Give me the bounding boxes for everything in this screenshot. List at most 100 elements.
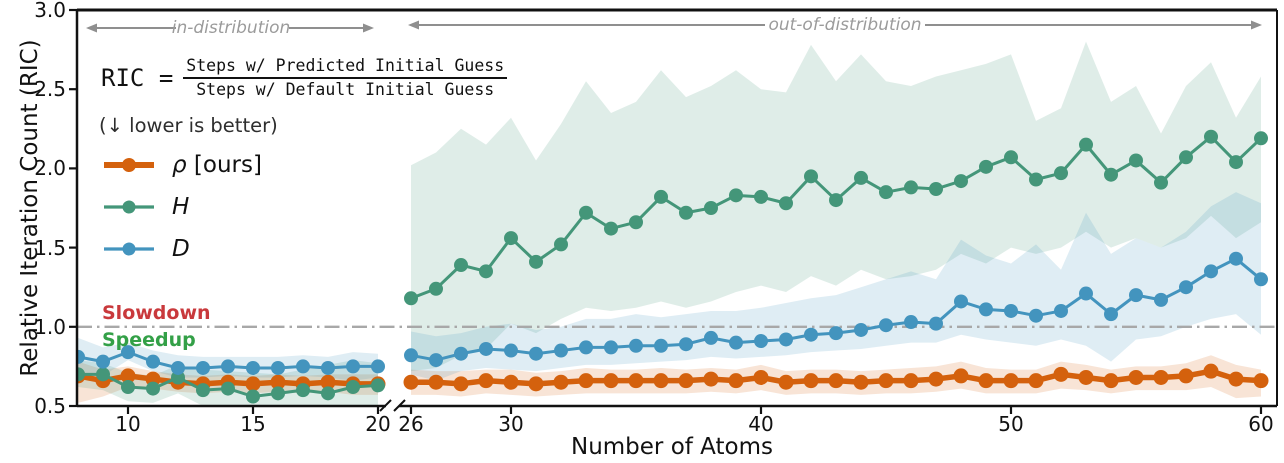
- y-tick-label: 2.0: [34, 156, 66, 181]
- H-point: [371, 378, 385, 393]
- distribution-arrows: [86, 20, 1262, 33]
- D-point: [954, 294, 968, 309]
- rho-point: [428, 374, 444, 390]
- D-point: [1254, 272, 1268, 287]
- H-point: [454, 258, 468, 273]
- H-point: [1004, 150, 1018, 165]
- D-point: [1104, 307, 1118, 322]
- legend-label-d: D: [172, 236, 190, 262]
- D-point: [829, 326, 843, 341]
- D-point: [754, 334, 768, 349]
- rho-point: [953, 368, 969, 384]
- H-point: [1154, 175, 1168, 190]
- D-point: [679, 337, 693, 352]
- rho-point: [1028, 373, 1044, 389]
- rho-point: [1103, 373, 1119, 389]
- rho-point: [878, 373, 894, 389]
- H-point: [929, 181, 943, 196]
- H-point: [296, 383, 310, 398]
- D-point: [196, 360, 210, 375]
- D-point: [271, 360, 285, 375]
- series-lines: [77, 129, 1269, 404]
- H-point: [954, 174, 968, 189]
- D-point: [654, 338, 668, 353]
- rho-point: [1003, 373, 1019, 389]
- D-point: [779, 332, 793, 347]
- H-point: [854, 170, 868, 185]
- rho-point: [903, 373, 919, 389]
- H-point: [1079, 137, 1093, 152]
- H-point: [654, 189, 668, 204]
- H-point: [96, 367, 110, 382]
- H-point: [904, 180, 918, 195]
- rho-point: [753, 369, 769, 385]
- rho-point: [703, 371, 719, 387]
- rho-point: [453, 376, 469, 392]
- rho-point: [578, 373, 594, 389]
- legend-item-h: H: [102, 192, 262, 222]
- axis-break-mark: [379, 399, 392, 412]
- formula-numerator: Steps w/ Predicted Initial Guess: [183, 56, 508, 80]
- legend-marker-h: [104, 200, 154, 214]
- speedup-label: Speedup: [102, 329, 196, 351]
- D-point: [879, 318, 893, 333]
- H-point: [1029, 172, 1043, 187]
- formula-fraction: Steps w/ Predicted Initial Guess Steps w…: [183, 56, 508, 100]
- H-point: [146, 381, 160, 396]
- rho-point: [1203, 363, 1219, 379]
- D-point: [77, 349, 85, 364]
- D-point: [1204, 264, 1218, 279]
- D-point: [246, 360, 260, 375]
- rho-point: [1128, 369, 1144, 385]
- x-tick-label: 50: [998, 412, 1024, 436]
- D-point: [804, 327, 818, 342]
- D-point: [1054, 303, 1068, 318]
- H-point: [479, 264, 493, 279]
- rho-point: [778, 374, 794, 390]
- x-tick-label: 10: [115, 412, 141, 436]
- legend-item-d: D: [102, 234, 262, 264]
- H-point: [754, 189, 768, 204]
- legend-marker-rho: [104, 158, 154, 172]
- y-tick-label: 3.0: [34, 0, 66, 22]
- rho-point: [403, 374, 419, 390]
- H-point: [554, 237, 568, 252]
- D-point: [171, 360, 185, 375]
- rho-point: [478, 373, 494, 389]
- y-tick-label: 1.0: [34, 314, 66, 339]
- rho-point: [603, 373, 619, 389]
- rho-point: [728, 373, 744, 389]
- rho-point: [1178, 368, 1194, 384]
- H-point: [1229, 155, 1243, 170]
- legend-label-rho: ρ [ours]: [172, 152, 262, 178]
- D-point: [321, 360, 335, 375]
- D-point: [146, 354, 160, 369]
- axes-spines: [75, 8, 1278, 412]
- D-point: [221, 359, 235, 374]
- H-point: [529, 254, 543, 269]
- rho-point: [678, 373, 694, 389]
- D-point: [1129, 288, 1143, 303]
- x-axis-label: Number of Atoms: [571, 434, 773, 460]
- D-point: [454, 346, 468, 361]
- rho-point: [528, 376, 544, 392]
- D-point: [1179, 280, 1193, 295]
- rho-point: [1253, 373, 1269, 389]
- H-point: [1054, 166, 1068, 181]
- y-tick-label: 2.5: [34, 77, 66, 102]
- D-point: [1004, 303, 1018, 318]
- rho-point: [1078, 369, 1094, 385]
- D-point: [121, 345, 135, 360]
- H-point: [221, 381, 235, 396]
- rho-point: [120, 368, 136, 384]
- legend: ρ [ours] H D: [102, 150, 262, 264]
- H-point: [704, 201, 718, 215]
- in-distribution-label: in-distribution: [171, 18, 291, 38]
- D-point: [1154, 292, 1168, 307]
- D-point: [371, 359, 385, 374]
- D-point: [629, 338, 643, 353]
- H-point: [1254, 131, 1268, 146]
- D-point: [554, 343, 568, 358]
